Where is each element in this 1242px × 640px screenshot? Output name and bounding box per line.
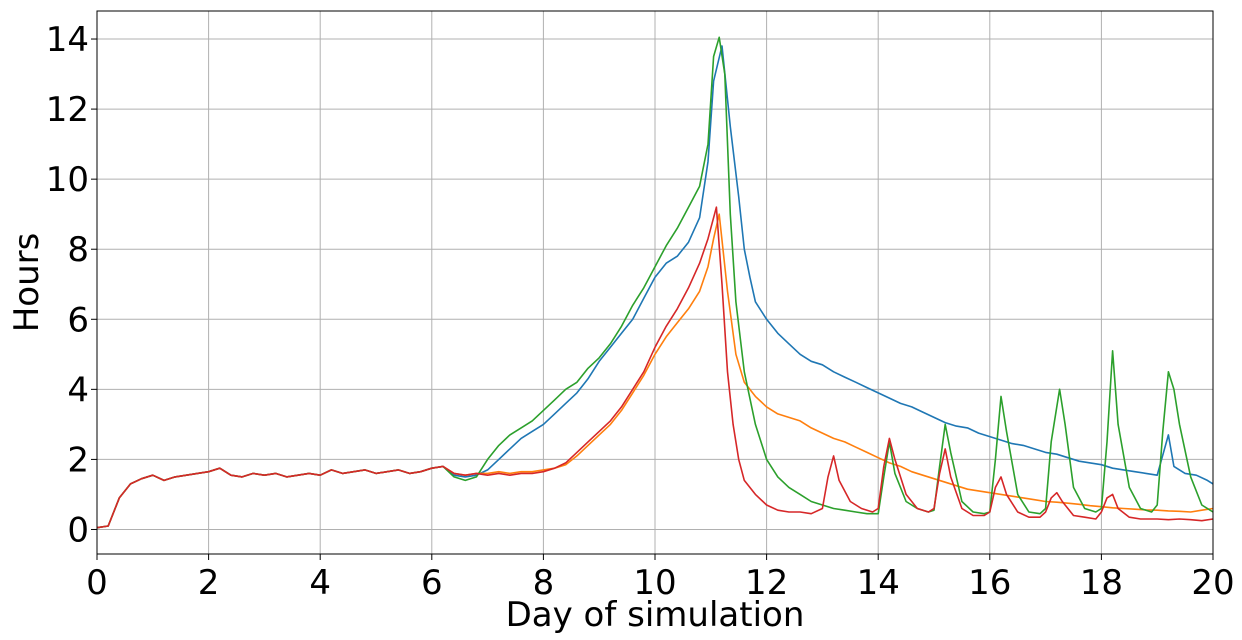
x-tick-label: 2 [198, 563, 220, 603]
y-tick-label: 14 [46, 20, 89, 60]
y-tick-label: 12 [46, 90, 89, 130]
x-tick-label: 8 [533, 563, 555, 603]
series-lines [96, 36, 1214, 529]
y-tick-label: 8 [67, 230, 89, 270]
x-tick-label: 16 [968, 563, 1011, 603]
y-tick-label: 0 [67, 510, 89, 550]
series-line-4 [96, 206, 1214, 529]
x-tick-label: 20 [1191, 563, 1234, 603]
grid [96, 11, 1214, 554]
x-tick-label: 18 [1080, 563, 1123, 603]
x-axis-label: Day of simulation [506, 595, 805, 635]
x-tick-label: 6 [421, 563, 443, 603]
y-axis-label: Hours [7, 233, 47, 333]
y-tick-labels: 0 2 4 6 8 10 12 14 [46, 20, 97, 550]
x-tick-label: 4 [309, 563, 331, 603]
x-tick-label: 10 [633, 563, 676, 603]
y-tick-label: 4 [67, 370, 89, 410]
x-tick-labels: 0 2 4 6 8 10 12 14 16 18 20 [86, 554, 1235, 603]
x-tick-label: 0 [86, 563, 108, 603]
y-tick-label: 6 [67, 300, 89, 340]
x-tick-label: 14 [857, 563, 900, 603]
x-tick-label: 12 [745, 563, 788, 603]
y-tick-label: 2 [67, 440, 89, 480]
y-tick-label: 10 [46, 160, 89, 200]
